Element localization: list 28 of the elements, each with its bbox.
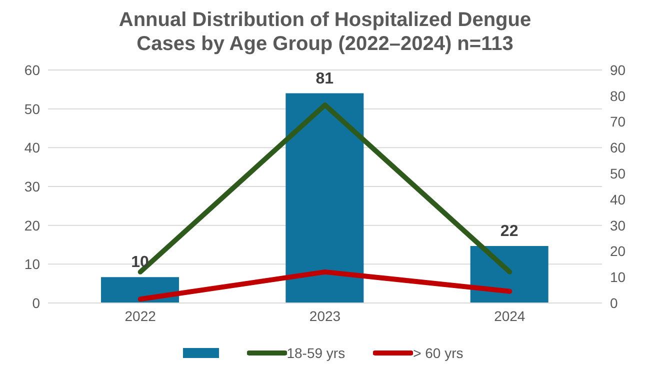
legend-label: 18-59 yrs xyxy=(286,345,346,361)
data-label: 22 xyxy=(500,223,518,240)
data-label: 10 xyxy=(131,254,149,272)
y-tick-label: 50 xyxy=(24,100,40,117)
y2-tick-label: 0 xyxy=(610,294,618,311)
y-tick-label: 10 xyxy=(24,256,40,272)
x-tick-label: 2023 xyxy=(309,308,341,324)
y2-tick-label: 50 xyxy=(610,166,626,182)
y-tick-label: 20 xyxy=(24,217,40,234)
y-tick-label: 40 xyxy=(24,140,40,156)
y2-tick-label: 70 xyxy=(610,114,626,130)
y-tick-label: 30 xyxy=(24,178,40,194)
y2-tick-label: 80 xyxy=(610,88,626,104)
x-tick-label: 2024 xyxy=(494,308,526,324)
y2-tick-label: 20 xyxy=(610,243,626,260)
bar xyxy=(286,93,364,303)
data-label: 81 xyxy=(316,70,334,88)
y2-tick-label: 90 xyxy=(610,62,626,78)
y2-tick-label: 30 xyxy=(610,217,626,234)
y2-tick-label: 60 xyxy=(610,140,626,156)
y2-tick-label: 40 xyxy=(610,191,626,208)
x-tick-label: 2022 xyxy=(124,308,156,324)
y-tick-label: 60 xyxy=(24,62,40,78)
bar xyxy=(470,246,548,303)
legend-label: > 60 yrs xyxy=(413,345,464,361)
chart-title: Annual Distribution of Hospitalized Dengue Cases by Age Group (2022–2024) n=113 xyxy=(118,8,532,57)
y-tick-label: 0 xyxy=(32,294,40,311)
y2-tick-label: 10 xyxy=(610,269,626,286)
